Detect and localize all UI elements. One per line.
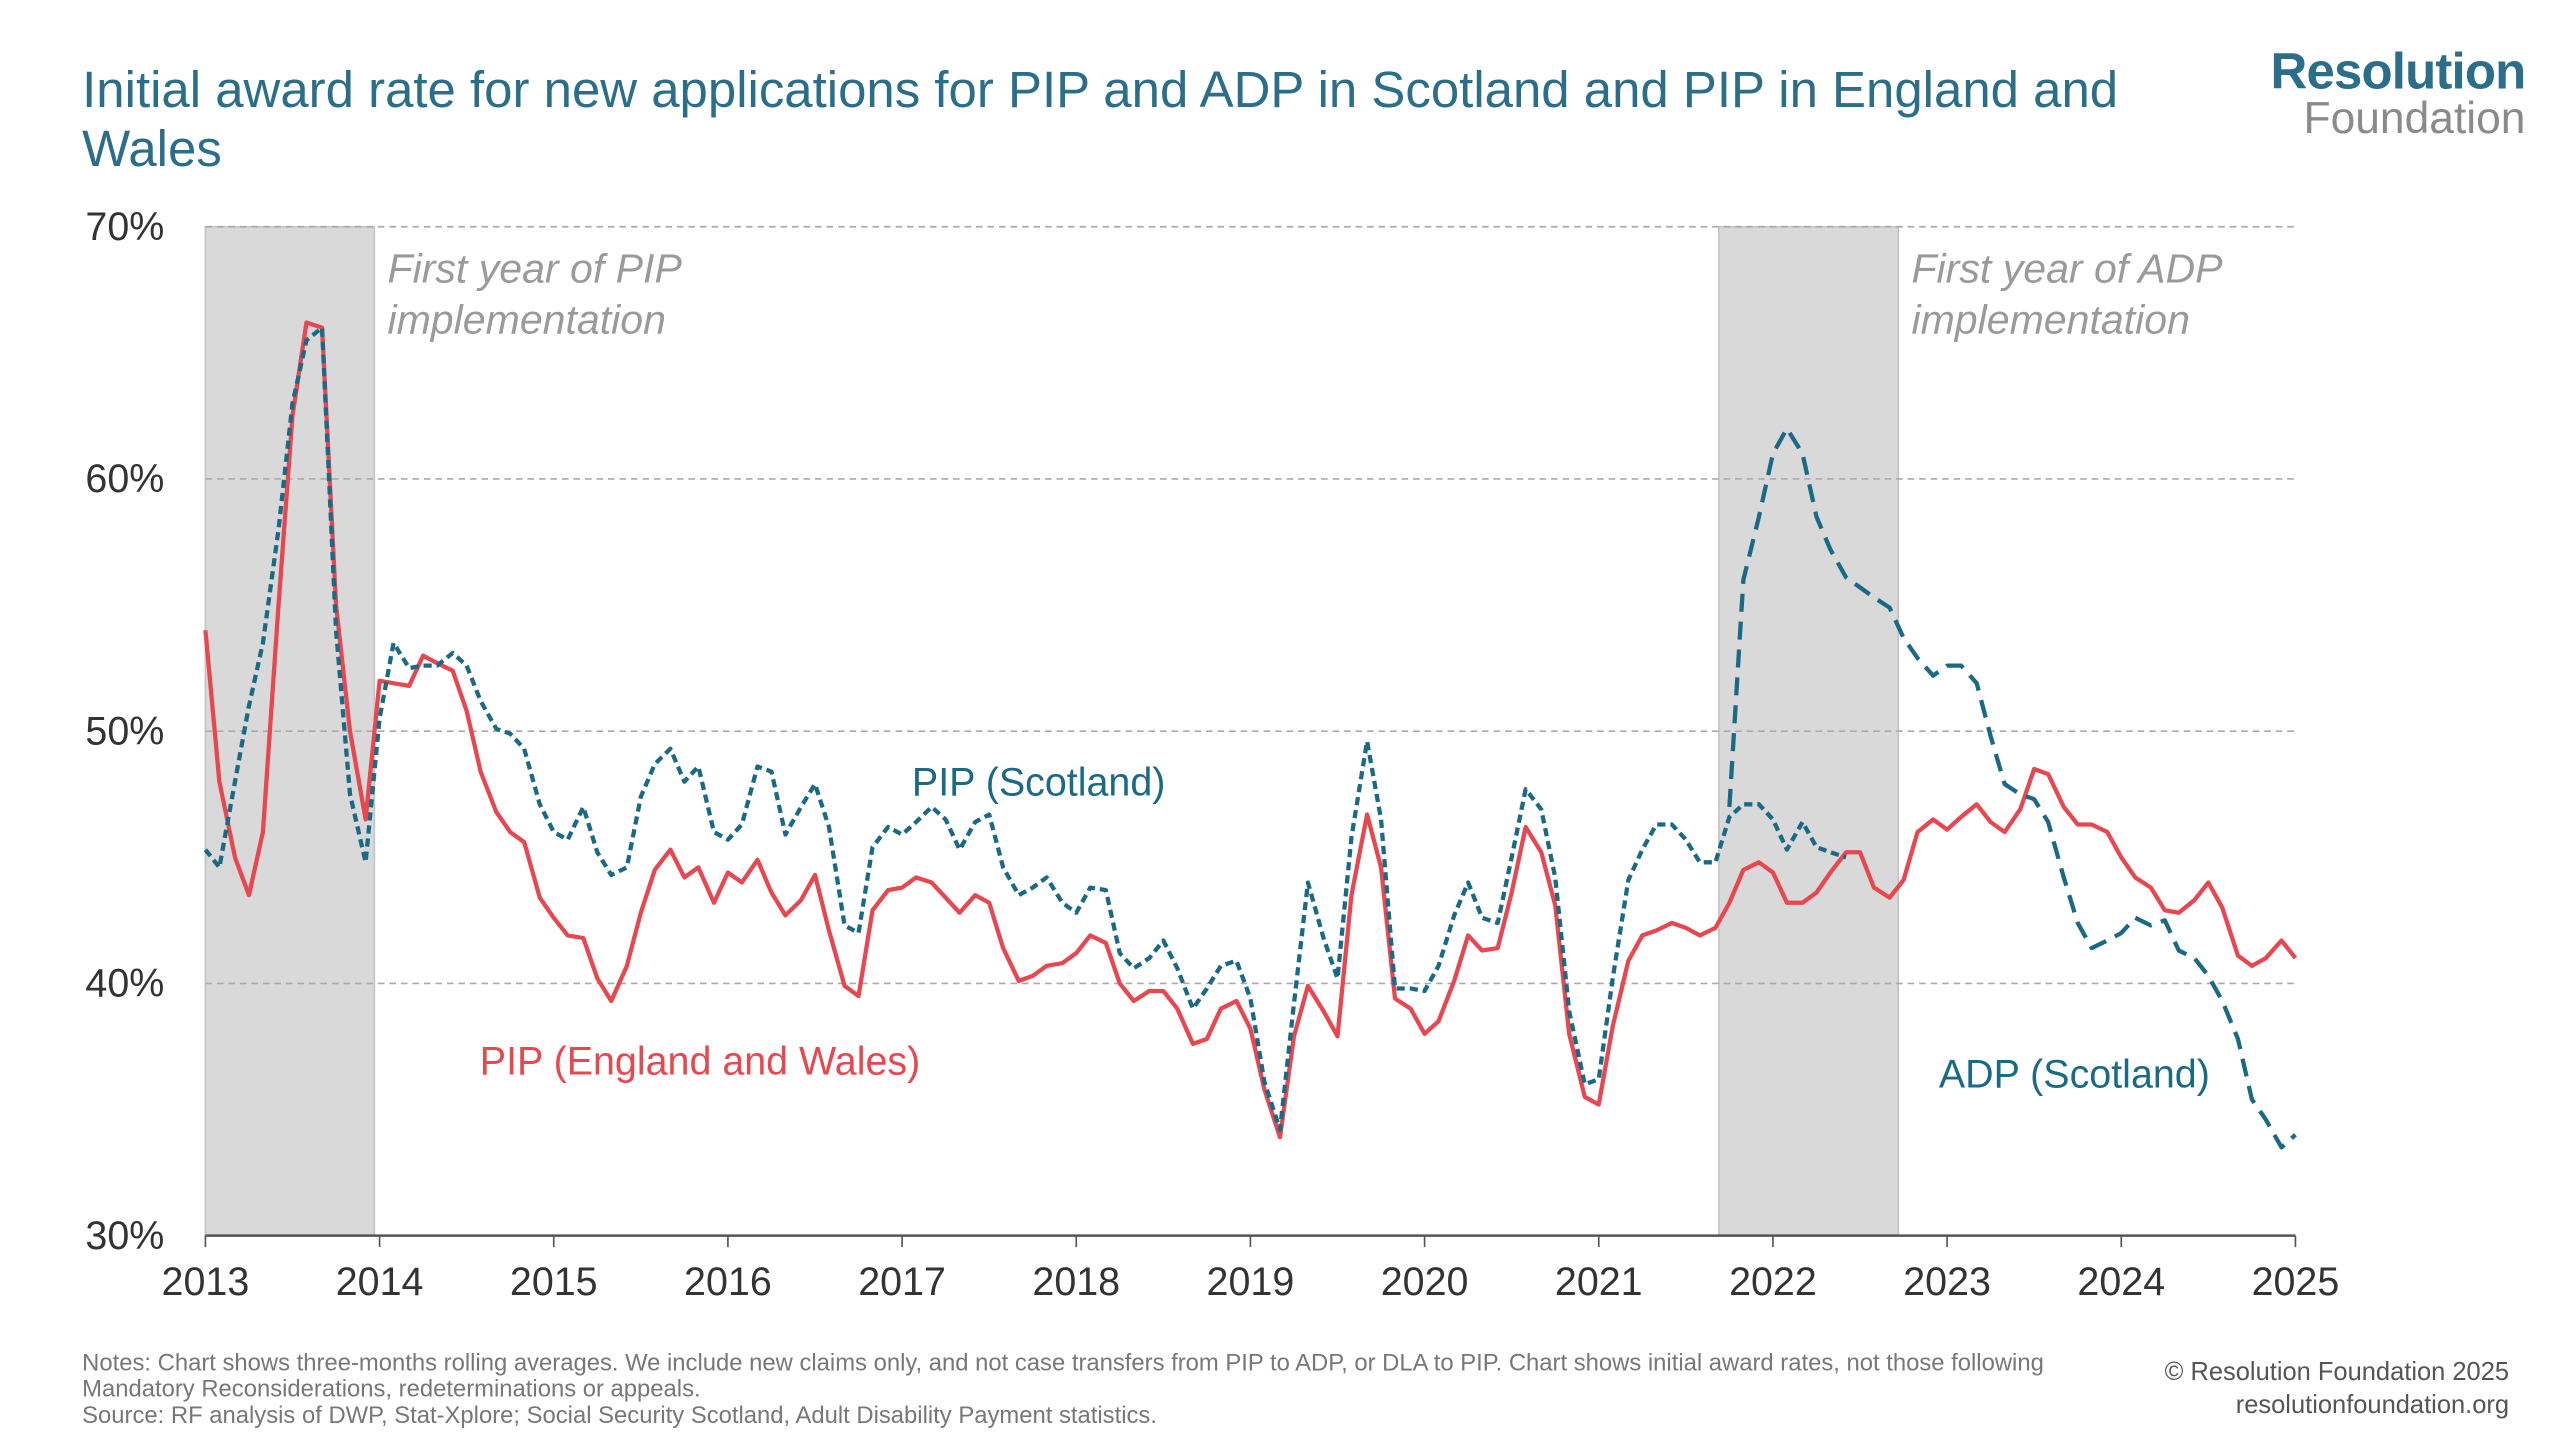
x-tick-label: 2025	[2252, 1260, 2340, 1304]
y-tick-label: 60%	[85, 457, 164, 501]
url: resolutionfoundation.org	[2235, 1391, 2510, 1420]
annotation: First year of ADP	[1911, 246, 2223, 292]
series-label: PIP (England and Wales)	[480, 1040, 920, 1084]
x-tick-label: 2021	[1555, 1260, 1643, 1304]
series-line	[1727, 426, 2297, 1150]
copyright: © Resolution Foundation 2025	[2164, 1358, 2510, 1387]
y-tick-label: 40%	[85, 962, 164, 1006]
x-tick-label: 2013	[162, 1260, 250, 1304]
y-tick-label: 70%	[85, 205, 164, 249]
logo-text: Foundation	[2303, 93, 2526, 143]
y-tick-label: 50%	[85, 709, 164, 753]
annotation: implementation	[387, 297, 665, 343]
chart-title: Initial award rate for new applications …	[82, 60, 2119, 178]
logo-text: Resolution	[2270, 42, 2527, 101]
x-tick-label: 2024	[2077, 1260, 2165, 1304]
x-tick-label: 2016	[684, 1260, 772, 1304]
series-line	[203, 325, 1847, 1132]
notes: Notes: Chart shows three-months rolling …	[82, 1351, 2128, 1430]
x-tick-label: 2017	[858, 1260, 946, 1304]
series-line	[203, 320, 2298, 1140]
annotation: implementation	[1911, 297, 2189, 343]
credits: © Resolution Foundation 2025 resolutionf…	[2165, 1357, 2509, 1423]
series-label: PIP (Scotland)	[912, 760, 1165, 804]
source-text: Source: RF analysis of DWP, Stat-Xplore;…	[82, 1403, 1157, 1430]
x-tick-label: 2014	[336, 1260, 424, 1304]
y-tick-label: 30%	[85, 1214, 164, 1258]
x-tick-label: 2019	[1207, 1260, 1295, 1304]
x-tick-label: 2020	[1381, 1260, 1469, 1304]
annotation: First year of PIP	[387, 246, 682, 292]
note-text: Notes: Chart shows three-months rolling …	[82, 1350, 2044, 1404]
x-tick-label: 2023	[1903, 1260, 1991, 1304]
x-tick-label: 2015	[510, 1260, 598, 1304]
x-tick-label: 2018	[1032, 1260, 1120, 1304]
series-label: ADP (Scotland)	[1939, 1053, 2210, 1097]
x-tick-label: 2022	[1729, 1260, 1817, 1304]
